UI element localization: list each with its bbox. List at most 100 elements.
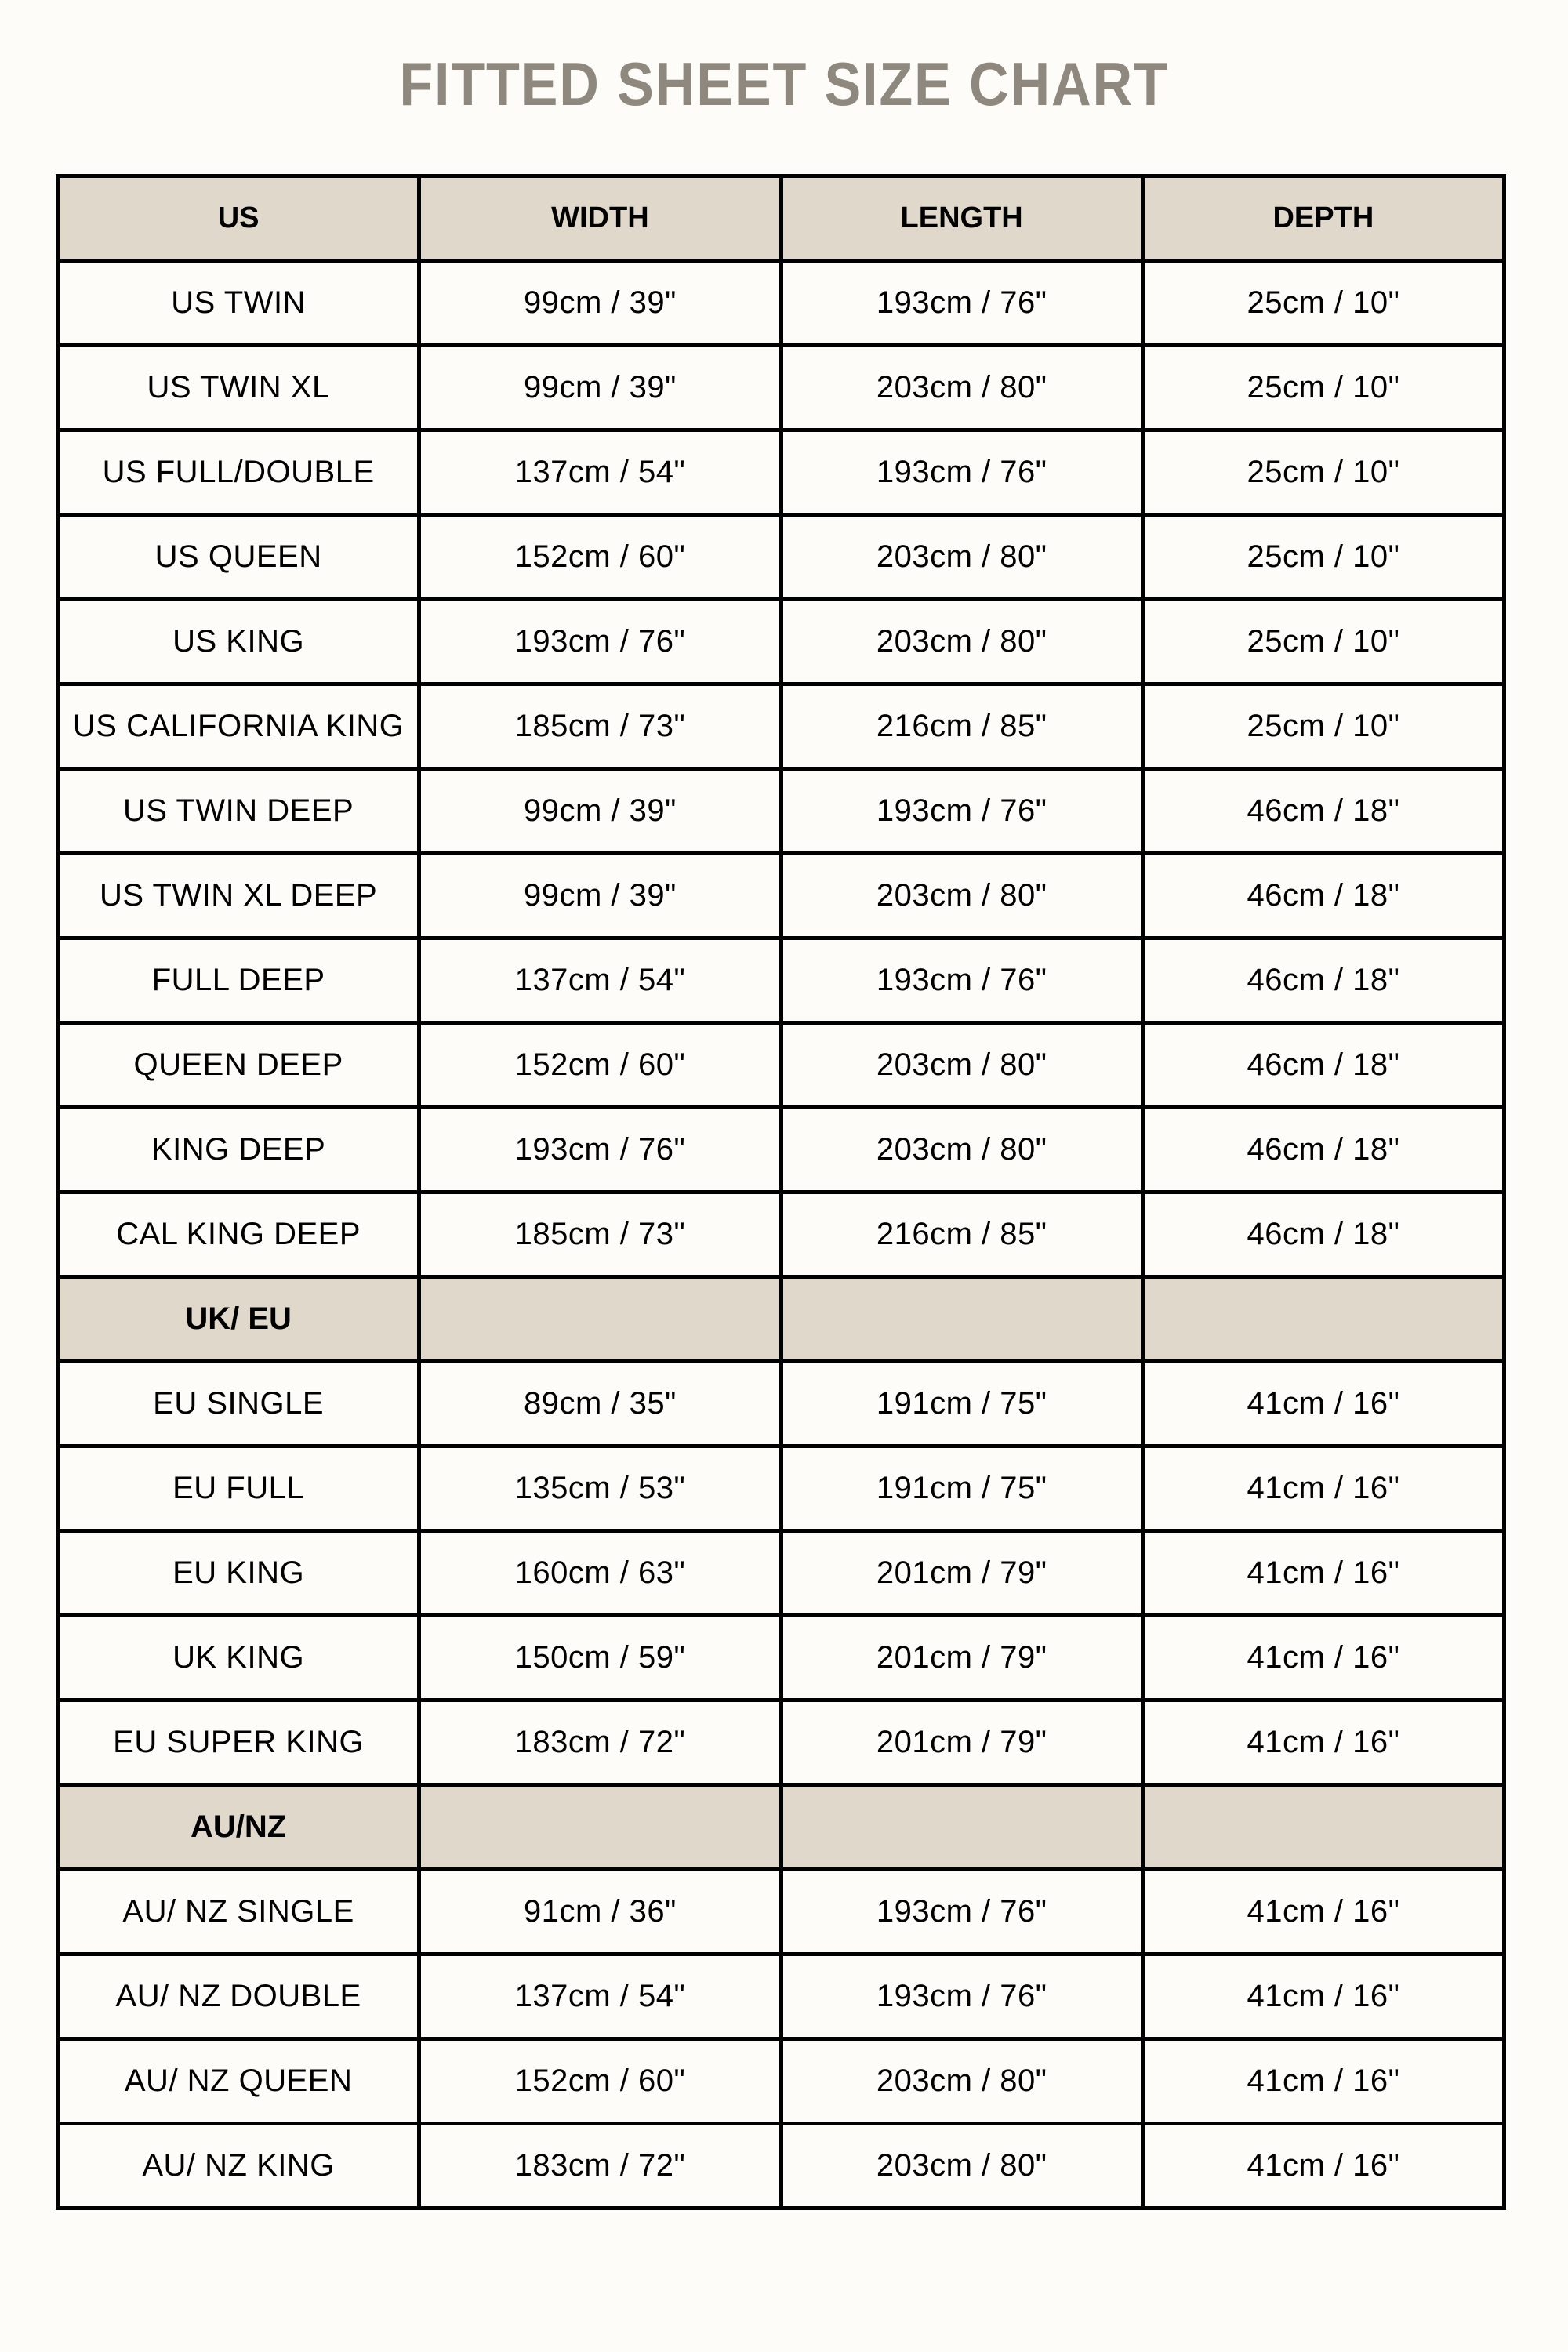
header-row: US WIDTH LENGTH DEPTH	[55, 174, 1507, 263]
width-cell: 152cm / 60"	[417, 513, 783, 601]
width-cell: 99cm / 39"	[417, 343, 783, 432]
size-name-cell: US FULL/DOUBLE	[55, 428, 422, 517]
length-cell: 216cm / 85"	[779, 682, 1145, 771]
width-cell: 135cm / 53"	[417, 1444, 783, 1533]
size-name-cell: AU/ NZ KING	[55, 2122, 422, 2210]
depth-cell: 46cm / 18"	[1140, 851, 1507, 940]
depth-cell: 41cm / 16"	[1140, 1529, 1507, 1617]
size-chart-body: US WIDTH LENGTH DEPTH US TWIN 99cm / 39" 193cm…	[55, 174, 1507, 2210]
length-cell: 203cm / 80"	[779, 1021, 1145, 1109]
table-row: US QUEEN 152cm / 60" 203cm / 80" 25cm / 10"	[55, 513, 1507, 601]
size-name-cell: EU SUPER KING	[55, 1698, 422, 1787]
size-name-cell: US TWIN XL DEEP	[55, 851, 422, 940]
length-cell: 201cm / 79"	[779, 1698, 1145, 1787]
width-cell: 150cm / 59"	[417, 1613, 783, 1702]
table-row: UK KING 150cm / 59" 201cm / 79" 41cm / 16"	[55, 1613, 1507, 1702]
table-row: AU/ NZ DOUBLE 137cm / 54" 193cm / 76" 41cm …	[55, 1952, 1507, 2041]
length-cell: 191cm / 75"	[779, 1359, 1145, 1448]
width-cell: 185cm / 73"	[417, 682, 783, 771]
section-empty-cell	[779, 1783, 1145, 1871]
section-label: UK/ EU	[55, 1275, 422, 1363]
length-cell: 193cm / 76"	[779, 767, 1145, 855]
table-row: QUEEN DEEP 152cm / 60" 203cm / 80" 46cm / 1…	[55, 1021, 1507, 1109]
length-cell: 193cm / 76"	[779, 936, 1145, 1025]
column-header: US	[55, 174, 422, 263]
length-cell: 191cm / 75"	[779, 1444, 1145, 1533]
width-cell: 160cm / 63"	[417, 1529, 783, 1617]
table-row: US TWIN XL DEEP 99cm / 39" 203cm / 80" 46cm…	[55, 851, 1507, 940]
length-cell: 201cm / 79"	[779, 1613, 1145, 1702]
depth-cell: 46cm / 18"	[1140, 1021, 1507, 1109]
size-name-cell: US TWIN DEEP	[55, 767, 422, 855]
depth-cell: 46cm / 18"	[1140, 767, 1507, 855]
depth-cell: 46cm / 18"	[1140, 936, 1507, 1025]
depth-cell: 41cm / 16"	[1140, 1613, 1507, 1702]
size-name-cell: EU KING	[55, 1529, 422, 1617]
length-cell: 201cm / 79"	[779, 1529, 1145, 1617]
table-row: US KING 193cm / 76" 203cm / 80" 25cm / 10"	[55, 597, 1507, 686]
length-cell: 193cm / 76"	[779, 428, 1145, 517]
length-cell: 193cm / 76"	[779, 259, 1145, 347]
width-cell: 99cm / 39"	[417, 767, 783, 855]
section-header-row: UK/ EU	[55, 1275, 1507, 1363]
table-row: CAL KING DEEP 185cm / 73" 216cm / 85" 46cm …	[55, 1190, 1507, 1279]
width-cell: 99cm / 39"	[417, 259, 783, 347]
width-cell: 185cm / 73"	[417, 1190, 783, 1279]
depth-cell: 41cm / 16"	[1140, 1359, 1507, 1448]
size-name-cell: AU/ NZ DOUBLE	[55, 1952, 422, 2041]
width-cell: 193cm / 76"	[417, 1105, 783, 1194]
size-name-cell: US KING	[55, 597, 422, 686]
section-empty-cell	[779, 1275, 1145, 1363]
depth-cell: 25cm / 10"	[1140, 682, 1507, 771]
section-empty-cell	[1140, 1783, 1507, 1871]
width-cell: 152cm / 60"	[417, 1021, 783, 1109]
width-cell: 137cm / 54"	[417, 428, 783, 517]
depth-cell: 46cm / 18"	[1140, 1190, 1507, 1279]
size-name-cell: QUEEN DEEP	[55, 1021, 422, 1109]
length-cell: 203cm / 80"	[779, 851, 1145, 940]
table-row: US TWIN DEEP 99cm / 39" 193cm / 76" 46cm / …	[55, 767, 1507, 855]
section-empty-cell	[417, 1275, 783, 1363]
table-row: EU SUPER KING 183cm / 72" 201cm / 79" 41cm …	[55, 1698, 1507, 1787]
width-cell: 183cm / 72"	[417, 1698, 783, 1787]
length-cell: 203cm / 80"	[779, 2037, 1145, 2125]
table-row: US TWIN XL 99cm / 39" 203cm / 80" 25cm / 10…	[55, 343, 1507, 432]
table-row: EU FULL 135cm / 53" 191cm / 75" 41cm / 16"	[55, 1444, 1507, 1533]
table-row: EU SINGLE 89cm / 35" 191cm / 75" 41cm / 16"	[55, 1359, 1507, 1448]
section-empty-cell	[417, 1783, 783, 1871]
width-cell: 183cm / 72"	[417, 2122, 783, 2210]
length-cell: 203cm / 80"	[779, 513, 1145, 601]
width-cell: 137cm / 54"	[417, 936, 783, 1025]
table-row: FULL DEEP 137cm / 54" 193cm / 76" 46cm / 18…	[55, 936, 1507, 1025]
table-row: US TWIN 99cm / 39" 193cm / 76" 25cm / 10"	[55, 259, 1507, 347]
size-name-cell: US TWIN XL	[55, 343, 422, 432]
depth-cell: 41cm / 16"	[1140, 2037, 1507, 2125]
depth-cell: 25cm / 10"	[1140, 343, 1507, 432]
size-name-cell: AU/ NZ QUEEN	[55, 2037, 422, 2125]
width-cell: 137cm / 54"	[417, 1952, 783, 2041]
size-name-cell: KING DEEP	[55, 1105, 422, 1194]
size-name-cell: FULL DEEP	[55, 936, 422, 1025]
section-label: AU/NZ	[55, 1783, 422, 1871]
length-cell: 216cm / 85"	[779, 1190, 1145, 1279]
length-cell: 193cm / 76"	[779, 1952, 1145, 2041]
depth-cell: 25cm / 10"	[1140, 259, 1507, 347]
size-name-cell: AU/ NZ SINGLE	[55, 1867, 422, 1956]
width-cell: 152cm / 60"	[417, 2037, 783, 2125]
width-cell: 91cm / 36"	[417, 1867, 783, 1956]
depth-cell: 41cm / 16"	[1140, 1952, 1507, 2041]
column-header: LENGTH	[779, 174, 1145, 263]
column-header: WIDTH	[417, 174, 783, 263]
table-row: AU/ NZ QUEEN 152cm / 60" 203cm / 80" 41cm /…	[55, 2037, 1507, 2125]
page-title: FITTED SHEET SIZE CHART	[399, 49, 1169, 118]
width-cell: 99cm / 39"	[417, 851, 783, 940]
size-chart-table: US WIDTH LENGTH DEPTH US TWIN 99cm / 39" 193cm…	[55, 174, 1507, 2210]
size-name-cell: US CALIFORNIA KING	[55, 682, 422, 771]
size-name-cell: EU SINGLE	[55, 1359, 422, 1448]
size-name-cell: US QUEEN	[55, 513, 422, 601]
length-cell: 203cm / 80"	[779, 2122, 1145, 2210]
table-row: AU/ NZ SINGLE 91cm / 36" 193cm / 76" 41cm /…	[55, 1867, 1507, 1956]
width-cell: 193cm / 76"	[417, 597, 783, 686]
length-cell: 203cm / 80"	[779, 1105, 1145, 1194]
column-header: DEPTH	[1140, 174, 1507, 263]
